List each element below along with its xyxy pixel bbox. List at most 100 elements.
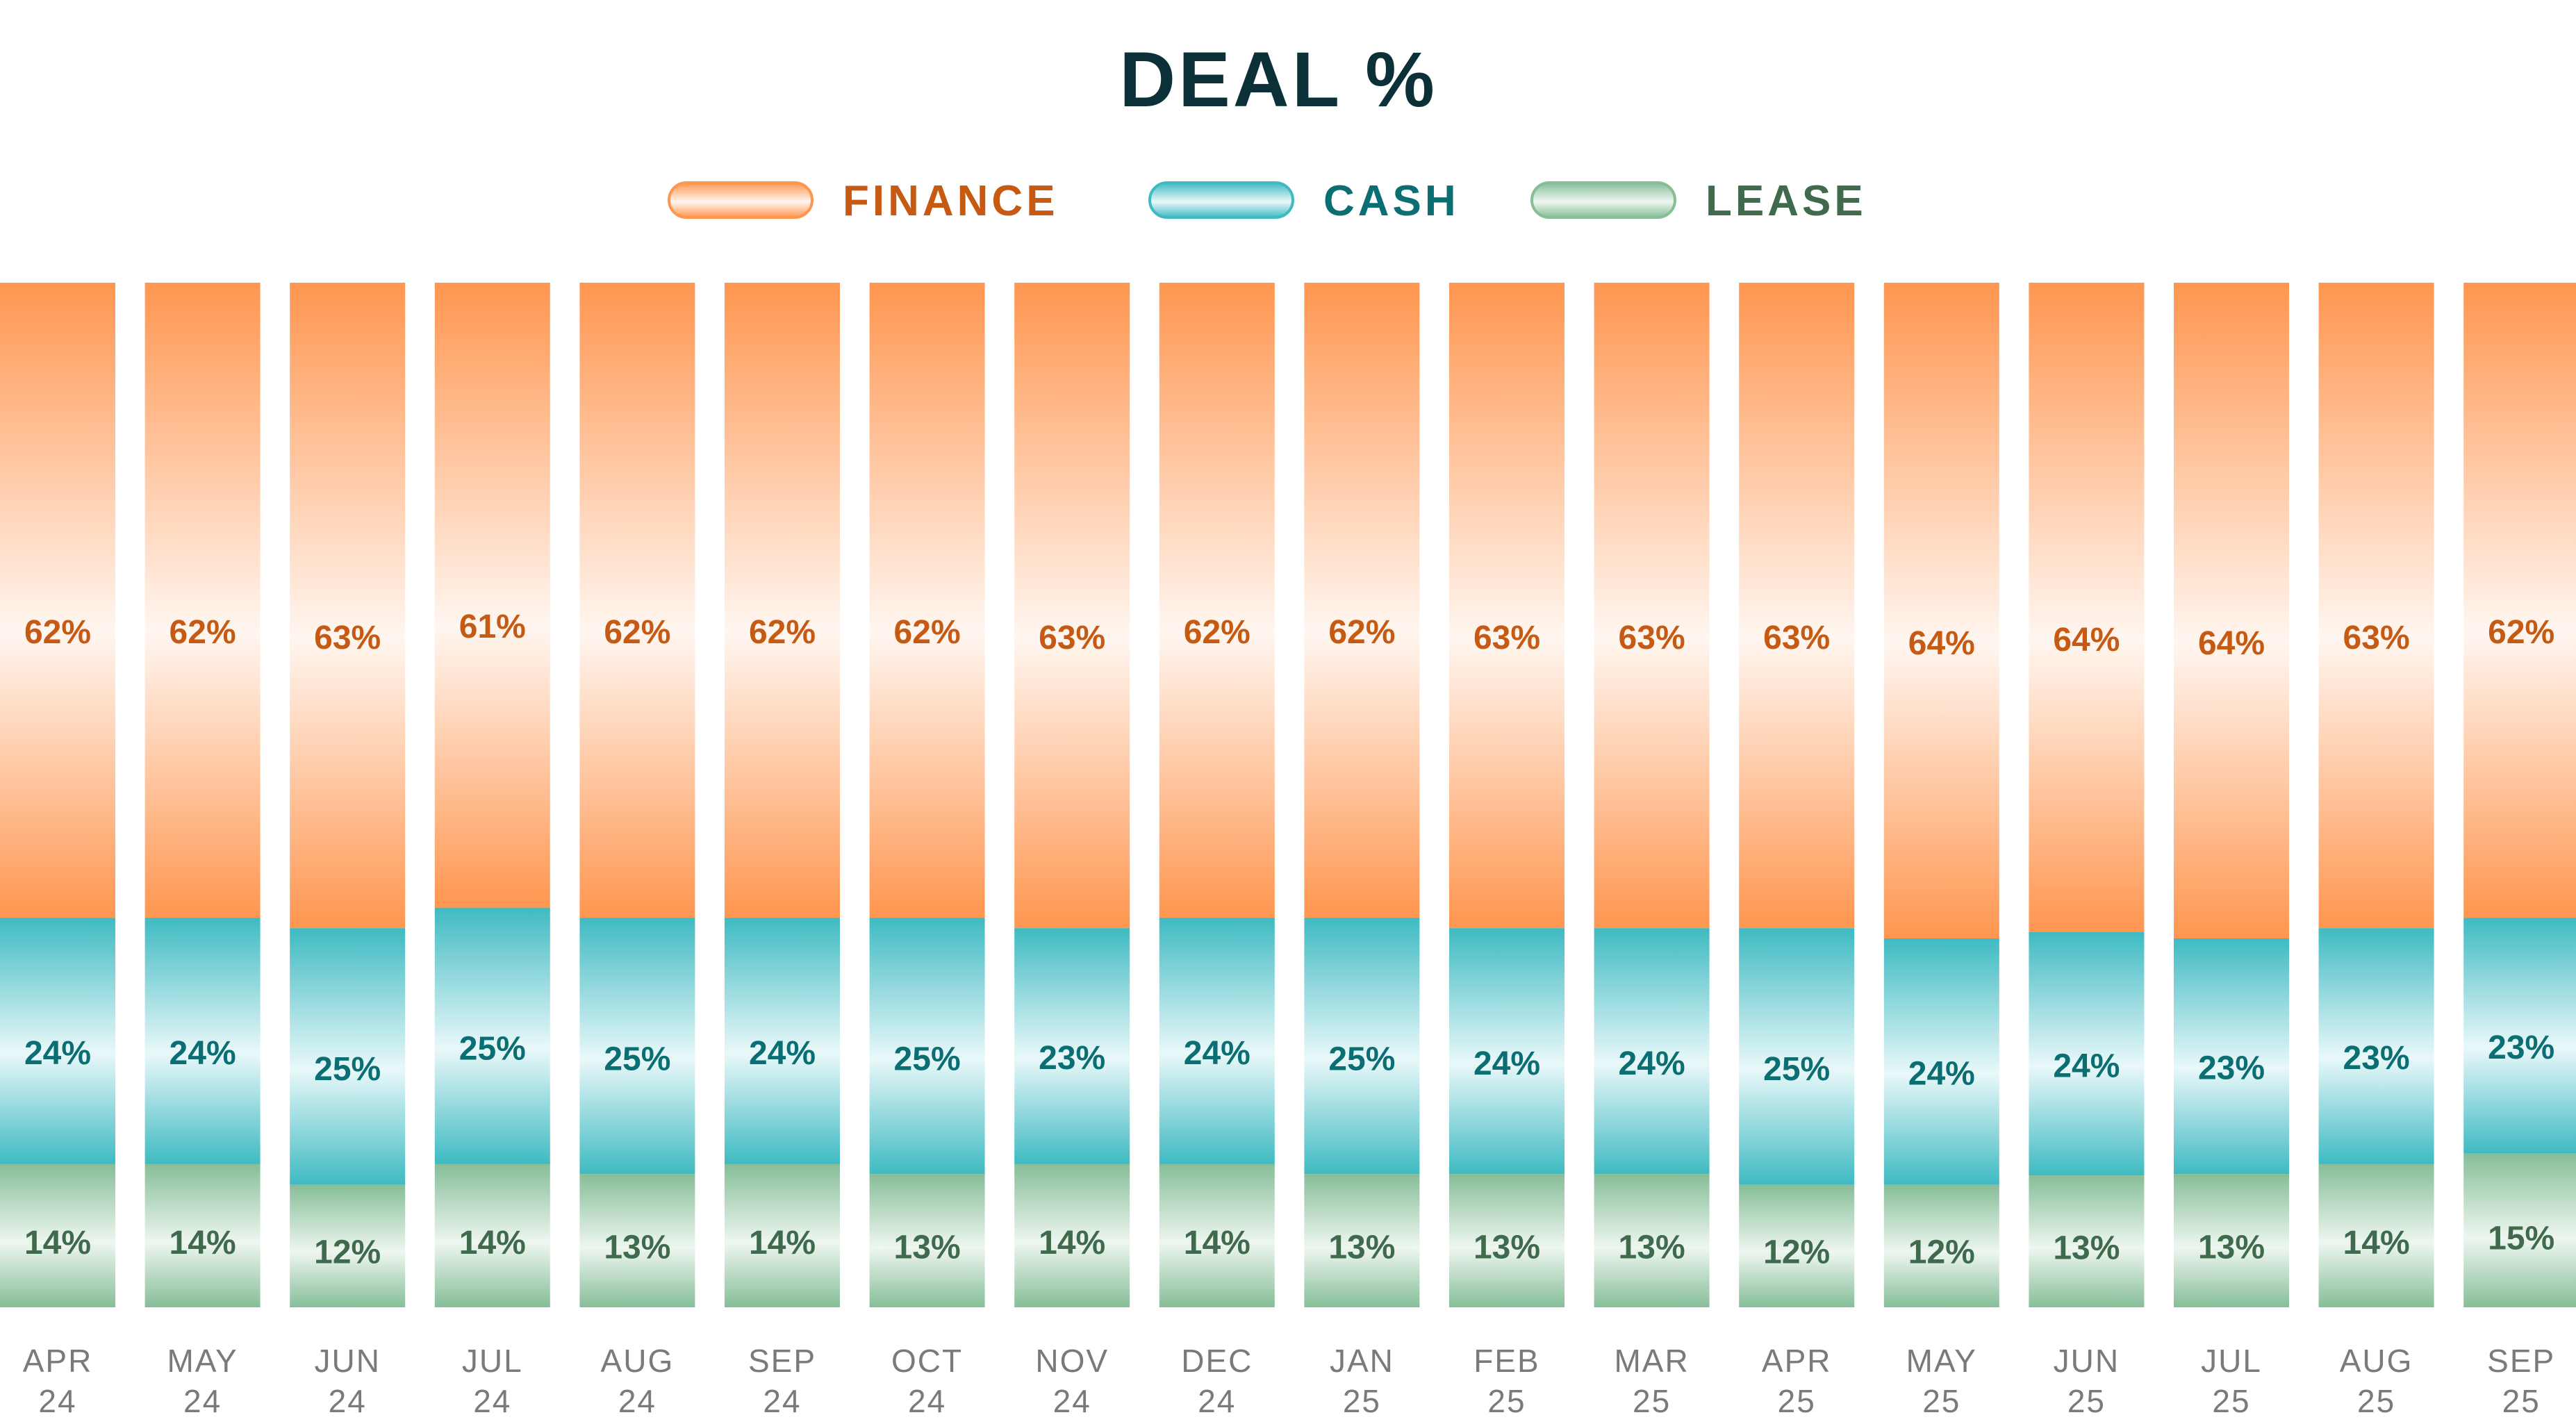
data-label-lease: 13% bbox=[1328, 1230, 1395, 1266]
segment-lease bbox=[725, 1164, 840, 1307]
legend-swatch bbox=[668, 181, 814, 219]
segment-finance bbox=[579, 283, 695, 918]
data-label-lease: 12% bbox=[1908, 1234, 1975, 1270]
tick-label-year: 25 bbox=[1778, 1383, 1816, 1419]
data-label-finance: 63% bbox=[1619, 620, 1685, 656]
segment-finance bbox=[290, 283, 406, 929]
segment-lease bbox=[2463, 1153, 2576, 1307]
data-label-cash: 25% bbox=[314, 1051, 381, 1088]
tick-label-year: 25 bbox=[1922, 1383, 1960, 1419]
segment-finance bbox=[1304, 283, 1420, 918]
segment-cash bbox=[2318, 928, 2434, 1164]
tick-label-year: 25 bbox=[1343, 1383, 1381, 1419]
bar-jan-25: 62% 25% 13% bbox=[1304, 283, 1420, 1307]
data-label-lease: 14% bbox=[459, 1225, 526, 1261]
segment-lease bbox=[2318, 1164, 2434, 1307]
tick-label-month: AUG bbox=[601, 1343, 675, 1379]
bar-jul-24: 61% 25% 14% bbox=[434, 283, 550, 1307]
data-label-lease: 13% bbox=[2053, 1230, 2120, 1267]
data-label-lease: 13% bbox=[2198, 1230, 2265, 1266]
data-label-finance: 62% bbox=[1184, 614, 1250, 651]
bar-aug-25: 63% 23% 14% bbox=[2318, 283, 2434, 1307]
segment-lease bbox=[1883, 1184, 1999, 1307]
bar-aug-24: 62% 25% 13% bbox=[579, 283, 695, 1307]
data-label-finance: 62% bbox=[604, 614, 670, 651]
bar-jun-24: 63% 25% 12% bbox=[290, 283, 406, 1307]
data-label-finance: 61% bbox=[459, 608, 526, 645]
segment-cash bbox=[1739, 928, 1855, 1184]
segment-lease bbox=[145, 1164, 261, 1307]
bar-dec-24: 62% 24% 14% bbox=[1159, 283, 1275, 1307]
tick-label-year: 24 bbox=[908, 1383, 946, 1419]
tick-label-month: DEC bbox=[1181, 1343, 1253, 1379]
tick-label-month: JUN bbox=[314, 1343, 380, 1379]
segment-lease bbox=[2174, 1174, 2289, 1307]
segment-lease bbox=[1594, 1174, 1710, 1307]
segment-finance bbox=[0, 283, 115, 918]
tick-label-month: APR bbox=[1762, 1343, 1832, 1379]
tick-label-month: AUG bbox=[2340, 1343, 2413, 1379]
data-label-finance: 63% bbox=[1473, 620, 1540, 656]
legend-item-cash: CASH bbox=[1148, 177, 1456, 225]
data-label-lease: 13% bbox=[894, 1230, 961, 1266]
bar-jun-25: 64% 24% 13% bbox=[2029, 283, 2145, 1307]
bar-oct-24: 62% 25% 13% bbox=[869, 283, 985, 1307]
tick-label-year: 25 bbox=[2212, 1383, 2250, 1419]
segment-finance bbox=[1014, 283, 1130, 929]
segment-lease bbox=[434, 1164, 550, 1307]
legend-item-finance: FINANCE bbox=[668, 177, 1059, 225]
segment-lease bbox=[1304, 1174, 1420, 1307]
data-label-lease: 14% bbox=[749, 1225, 816, 1261]
data-label-cash: 24% bbox=[2053, 1048, 2120, 1084]
bar-feb-25: 63% 24% 13% bbox=[1449, 283, 1564, 1307]
tick-label-year: 24 bbox=[618, 1383, 657, 1419]
bar-apr-24: 62% 24% 14% bbox=[0, 283, 115, 1307]
segment-cash bbox=[0, 918, 115, 1164]
tick-label-year: 25 bbox=[2502, 1383, 2541, 1419]
tick-label-year: 24 bbox=[1053, 1383, 1091, 1419]
legend-item-lease: LEASE bbox=[1530, 177, 1863, 225]
tick-label-month: JAN bbox=[1330, 1343, 1394, 1379]
data-label-finance: 63% bbox=[2343, 620, 2410, 656]
tick-label-year: 24 bbox=[763, 1383, 801, 1419]
tick-label-month: NOV bbox=[1035, 1343, 1109, 1379]
data-label-finance: 64% bbox=[2198, 625, 2265, 662]
data-label-lease: 14% bbox=[1184, 1225, 1250, 1261]
segment-cash bbox=[1594, 928, 1710, 1175]
data-label-cash: 25% bbox=[459, 1031, 526, 1068]
tick-label-month: APR bbox=[23, 1343, 93, 1379]
legend-label: FINANCE bbox=[843, 177, 1059, 225]
segment-cash bbox=[725, 918, 840, 1164]
data-label-lease: 12% bbox=[314, 1234, 381, 1270]
segment-lease bbox=[1014, 1164, 1130, 1307]
tick-label-month: JUL bbox=[462, 1343, 523, 1379]
segment-lease bbox=[2029, 1175, 2145, 1307]
segment-cash bbox=[579, 918, 695, 1175]
tick-label-year: 24 bbox=[38, 1383, 76, 1419]
segment-lease bbox=[1449, 1174, 1564, 1307]
tick-label-month: JUN bbox=[2054, 1343, 2120, 1379]
data-label-lease: 15% bbox=[2488, 1220, 2554, 1257]
data-label-finance: 62% bbox=[749, 614, 816, 651]
data-label-finance: 63% bbox=[1763, 620, 1830, 656]
segment-lease bbox=[1739, 1184, 1855, 1307]
data-label-lease: 13% bbox=[1473, 1230, 1540, 1266]
data-label-cash: 24% bbox=[1473, 1045, 1540, 1082]
segment-lease bbox=[579, 1174, 695, 1307]
segment-cash bbox=[290, 928, 406, 1184]
segment-finance bbox=[869, 283, 985, 918]
tick-label-month: JUL bbox=[2201, 1343, 2262, 1379]
tick-label-year: 25 bbox=[2067, 1383, 2106, 1419]
segment-finance bbox=[725, 283, 840, 918]
data-label-cash: 24% bbox=[749, 1035, 816, 1072]
segment-cash bbox=[1014, 928, 1130, 1164]
tick-label-month: MAY bbox=[167, 1343, 238, 1379]
bar-mar-25: 63% 24% 13% bbox=[1594, 283, 1710, 1307]
segment-cash bbox=[1159, 918, 1275, 1164]
data-label-finance: 62% bbox=[170, 614, 236, 651]
data-label-cash: 23% bbox=[2343, 1040, 2410, 1077]
legend: FINANCE CASH LEASE bbox=[668, 177, 1863, 225]
data-label-cash: 25% bbox=[1328, 1041, 1395, 1077]
tick-label-month: OCT bbox=[891, 1343, 963, 1379]
